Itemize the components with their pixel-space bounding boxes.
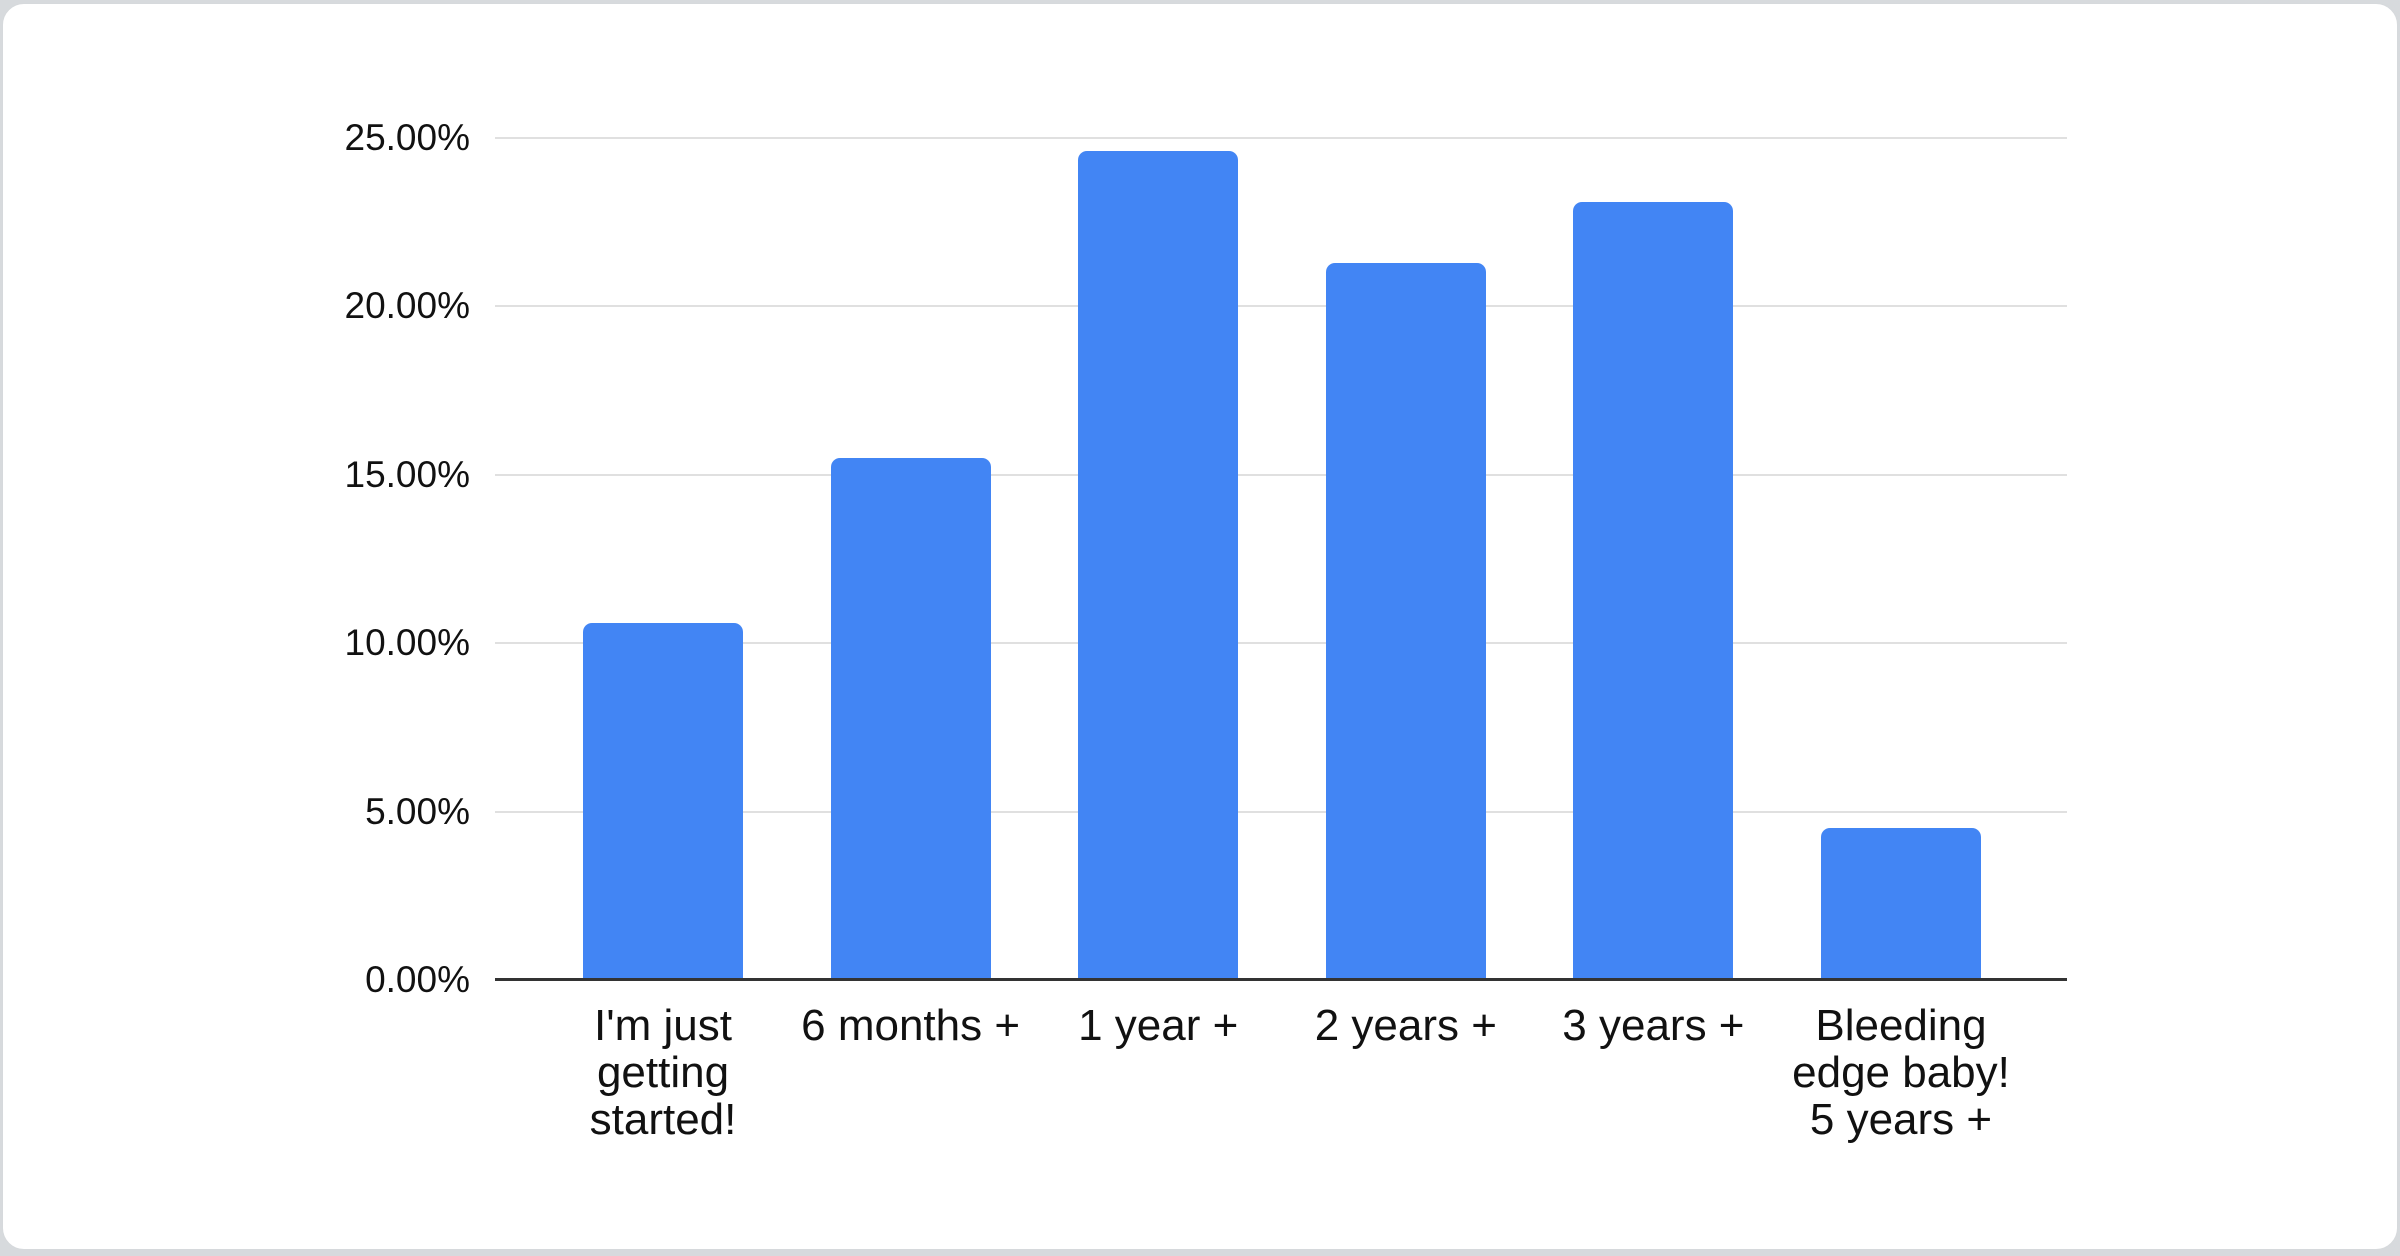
- y-axis-tick-label: 15.00%: [344, 453, 471, 495]
- x-axis-category-label: Bleeding edge baby! 5 years +: [1761, 1002, 2041, 1143]
- bar[interactable]: [583, 622, 743, 980]
- gridline: [495, 642, 2067, 645]
- x-axis-category-label: 6 months +: [771, 1002, 1051, 1049]
- gridline: [495, 305, 2067, 308]
- x-axis-label-line: 3 years +: [1562, 1001, 1745, 1050]
- x-axis-label-line: getting: [596, 1048, 730, 1097]
- bar[interactable]: [1573, 201, 1734, 980]
- x-axis-label-line: Bleeding: [1815, 1001, 1987, 1050]
- x-axis-label-line: 5 years +: [1809, 1095, 1993, 1144]
- x-axis-label-line: 1 year +: [1078, 1001, 1239, 1050]
- gridline: [495, 810, 2067, 813]
- x-axis-category-label: 3 years +: [1513, 1002, 1793, 1049]
- x-axis-label-line: 6 months +: [801, 1001, 1021, 1050]
- x-axis-label-line: edge baby!: [1792, 1048, 2010, 1097]
- x-axis-baseline: [495, 978, 2067, 981]
- y-axis-tick-label: 20.00%: [344, 285, 471, 327]
- y-axis-tick-label: 25.00%: [344, 117, 471, 158]
- y-axis-tick-label: 0.00%: [365, 959, 470, 1000]
- x-axis-category-label: I'm just getting started!: [523, 1002, 803, 1143]
- x-axis-category-label: 2 years +: [1266, 1002, 1546, 1049]
- gridline: [495, 473, 2067, 476]
- y-axis-tick-label: 5.00%: [365, 790, 470, 832]
- y-axis-tick-label: 10.00%: [344, 622, 471, 664]
- bar[interactable]: [1821, 828, 1981, 980]
- gridline: [495, 137, 2067, 139]
- x-axis-label-line: started!: [589, 1095, 737, 1144]
- x-axis-category-label: 1 year +: [1018, 1002, 1298, 1049]
- bar[interactable]: [1078, 151, 1239, 980]
- x-axis-label-line: 2 years +: [1314, 1001, 1497, 1050]
- x-axis-label-line: I'm just: [594, 1001, 732, 1050]
- bar[interactable]: [830, 457, 991, 980]
- bar[interactable]: [1325, 262, 1486, 980]
